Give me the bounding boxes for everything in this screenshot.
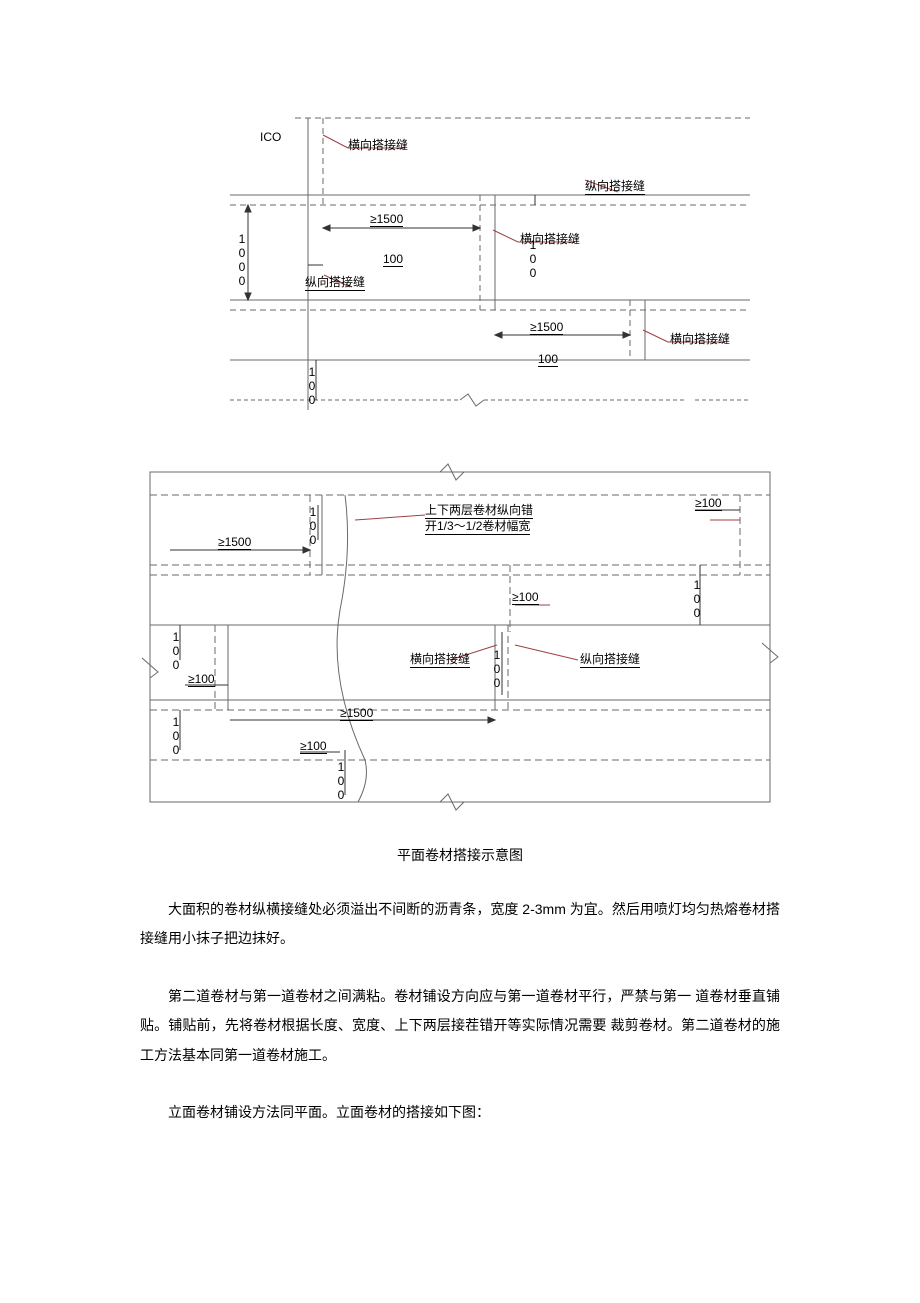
label2-ge100-l: ≥100 (188, 672, 215, 687)
label2-hseam: 横向搭接缝 (410, 650, 470, 668)
label2-ge100-mid: ≥100 (512, 590, 539, 605)
label2-100-l2: 100 (169, 715, 183, 757)
label2-ge1500-2: ≥1500 (340, 706, 373, 721)
label-100-a: 100 (383, 252, 403, 267)
label2-100-top: 100 (306, 505, 320, 547)
label2-100-m: 100 (490, 648, 504, 690)
label2-100-r: 100 (690, 578, 704, 620)
diagram-figure-2: 上下两层卷材纵向错 开1/3～1/2卷材幅宽 ≥1500 100 ≥100 ≥1… (140, 450, 780, 815)
label-ge1500-1: ≥1500 (370, 212, 403, 227)
paragraph-1: 大面积的卷材纵横接缝处必须溢出不间断的沥青条，宽度 2-3mm 为宜。然后用喷灯… (140, 895, 780, 954)
label-1000: 1000 (235, 232, 249, 288)
label-h-seam-1: 横向搭接缝 (348, 136, 408, 153)
label-100-d: 100 (305, 365, 319, 407)
label2-ge100-b: ≥100 (300, 739, 327, 754)
diagram-figure-1: ICO 横向搭接缝 纵向搭接缝 ≥1500 横向搭接缝 1000 纵向搭接缝 1… (230, 100, 750, 420)
label-h-seam-3: 横向搭接缝 (670, 330, 730, 347)
label-100-b: 100 (526, 238, 540, 280)
paragraph-3: 立面卷材铺设方法同平面。立面卷材的搭接如下图： (140, 1098, 780, 1127)
label2-vseam: 纵向搭接缝 (580, 650, 640, 668)
label-100-c: 100 (538, 352, 558, 367)
label-v-seam-2: 纵向搭接缝 (305, 273, 365, 291)
label2-ge1500-1: ≥1500 (218, 535, 251, 550)
label-ico: ICO (260, 130, 281, 144)
label2-100-l1: 100 (169, 630, 183, 672)
figure-caption: 平面卷材搭接示意图 (140, 845, 780, 865)
paragraph-2: 第二道卷材与第一道卷材之间满粘。卷材铺设方向应与第一道卷材平行，严禁与第一 道卷… (140, 982, 780, 1070)
label2-ge100-tr: ≥100 (695, 496, 722, 511)
label-v-seam-1: 纵向搭接缝 (585, 177, 645, 195)
label-ge1500-2: ≥1500 (530, 320, 563, 335)
label-twolayer-2: 开1/3～1/2卷材幅宽 (425, 517, 530, 535)
label2-100-b: 100 (334, 760, 348, 802)
